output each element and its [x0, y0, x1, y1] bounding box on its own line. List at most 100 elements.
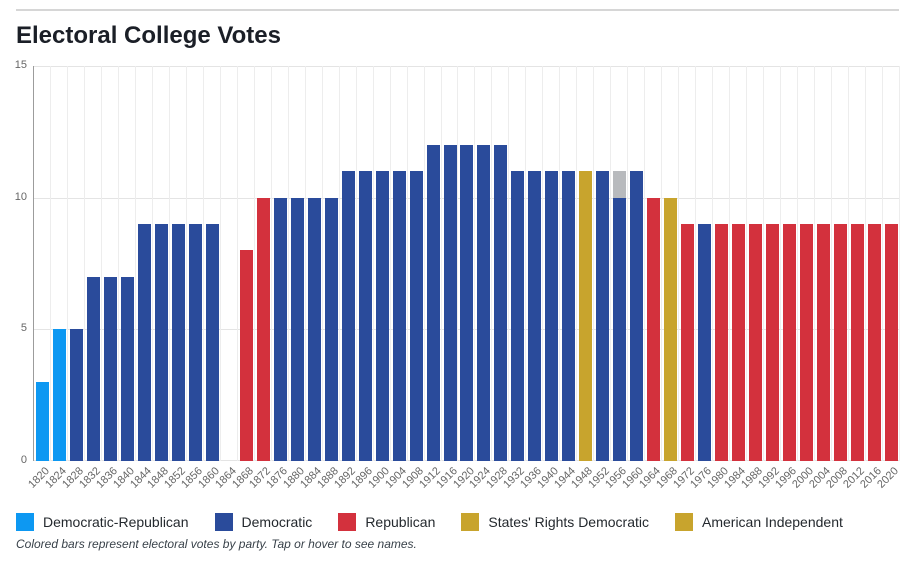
- bar-column-1868: [238, 66, 255, 461]
- bar-stack: [137, 224, 151, 461]
- bar-segment[interactable]: [137, 224, 151, 461]
- bar-column-1916: [442, 66, 459, 461]
- bar-segment[interactable]: [120, 276, 134, 461]
- bar-stack: [477, 145, 491, 461]
- bar-column-1828: [68, 66, 85, 461]
- legend-item: American Independent: [675, 513, 843, 531]
- bar-column-2016: [866, 66, 883, 461]
- bar-column-1852: [170, 66, 187, 461]
- bar-segment[interactable]: [69, 329, 83, 461]
- bar-stack: [154, 224, 168, 461]
- bar-segment[interactable]: [630, 171, 644, 461]
- bar-column-1832: [85, 66, 102, 461]
- bar-segment[interactable]: [273, 197, 287, 461]
- bar-segment[interactable]: [783, 224, 797, 461]
- bar-segment[interactable]: [494, 145, 508, 461]
- bar-segment[interactable]: [851, 224, 865, 461]
- bar-segment[interactable]: [528, 171, 542, 461]
- y-gridline: [34, 66, 899, 67]
- legend-swatch: [16, 513, 34, 531]
- plot-area: [33, 66, 900, 461]
- bar-segment[interactable]: [562, 171, 576, 461]
- bar-segment[interactable]: [205, 224, 219, 461]
- bar-segment[interactable]: [307, 197, 321, 461]
- bar-column-1940: [543, 66, 561, 461]
- bar-segment[interactable]: [239, 250, 253, 461]
- legend-label: Democratic: [241, 514, 313, 530]
- bar-segment[interactable]: [460, 145, 474, 461]
- bar-stack: [86, 276, 100, 461]
- legend: Democratic-Republican Democratic Republica…: [16, 513, 843, 531]
- bar-stack: [341, 171, 355, 461]
- bar-segment[interactable]: [800, 224, 814, 461]
- bar-segment[interactable]: [749, 224, 763, 461]
- bar-segment[interactable]: [732, 224, 746, 461]
- bar-stack: [664, 197, 678, 461]
- bar-column-2000: [798, 66, 816, 461]
- bar-segment[interactable]: [86, 276, 100, 461]
- bar-column-1932: [509, 66, 527, 461]
- bar-segment[interactable]: [256, 197, 270, 461]
- legend-item: Democratic-Republican: [16, 513, 189, 531]
- bar-segment[interactable]: [545, 171, 559, 461]
- bar-segment[interactable]: [613, 197, 627, 461]
- bar-segment[interactable]: [477, 145, 491, 461]
- bar-segment[interactable]: [715, 224, 729, 461]
- bar-stack: [324, 197, 338, 461]
- bar-segment[interactable]: [409, 171, 423, 461]
- legend-swatch: [675, 513, 693, 531]
- bar-segment[interactable]: [290, 197, 304, 461]
- bar-segment[interactable]: [188, 224, 202, 461]
- bar-segment[interactable]: [579, 171, 593, 461]
- bar-stack: [834, 224, 848, 461]
- bar-stack: [426, 145, 440, 461]
- bar-stack: [358, 171, 372, 461]
- bar-segment[interactable]: [358, 171, 372, 461]
- bar-column-1920: [459, 66, 476, 461]
- x-axis: 1820 1824 1828 1832 1836 1840 1844 1848 1852 1856…: [26, 461, 901, 506]
- bar-stack: [205, 224, 219, 461]
- bar-segment[interactable]: [375, 171, 389, 461]
- bar-segment[interactable]: [681, 224, 695, 461]
- legend-item: Democratic: [214, 513, 313, 531]
- chart-title: Electoral College Votes: [16, 22, 281, 49]
- bar-segment[interactable]: [324, 197, 338, 461]
- bar-column-1904: [391, 66, 408, 461]
- bar-column-1820: [34, 66, 51, 461]
- bar-segment[interactable]: [52, 329, 66, 461]
- bar-segment[interactable]: [647, 197, 661, 461]
- bar-segment[interactable]: [834, 224, 848, 461]
- bar-segment[interactable]: [885, 224, 898, 461]
- bar-segment[interactable]: [613, 171, 627, 198]
- bar-segment[interactable]: [426, 145, 440, 461]
- bar-segment[interactable]: [35, 382, 49, 461]
- bar-segment[interactable]: [868, 224, 882, 461]
- bar-segment[interactable]: [103, 276, 117, 461]
- bar-column-1884: [306, 66, 323, 461]
- bar-stack: [749, 224, 763, 461]
- bar-segment[interactable]: [443, 145, 457, 461]
- bar-stack: [511, 171, 525, 461]
- bar-stack: [171, 224, 185, 461]
- bar-segment[interactable]: [154, 224, 168, 461]
- bar-segment[interactable]: [817, 224, 831, 461]
- bar-column-1872: [255, 66, 272, 461]
- bar-segment[interactable]: [766, 224, 780, 461]
- bar-column-1984: [730, 66, 748, 461]
- bar-column-1960: [628, 66, 646, 461]
- bar-column-1944: [560, 66, 578, 461]
- bar-segment[interactable]: [596, 171, 610, 461]
- y-axis-tick-label: 0: [20, 454, 27, 466]
- bar-segment[interactable]: [392, 171, 406, 461]
- bar-stack: [630, 171, 644, 461]
- bar-segment[interactable]: [171, 224, 185, 461]
- bar-column-1948: [577, 66, 595, 461]
- bar-stack: [783, 224, 797, 461]
- bar-stack: [120, 276, 134, 461]
- bar-stack: [239, 250, 253, 461]
- bar-segment[interactable]: [511, 171, 525, 461]
- bar-segment[interactable]: [698, 224, 712, 461]
- bar-segment[interactable]: [341, 171, 355, 461]
- bar-segment[interactable]: [664, 197, 678, 461]
- bar-column-1988: [747, 66, 765, 461]
